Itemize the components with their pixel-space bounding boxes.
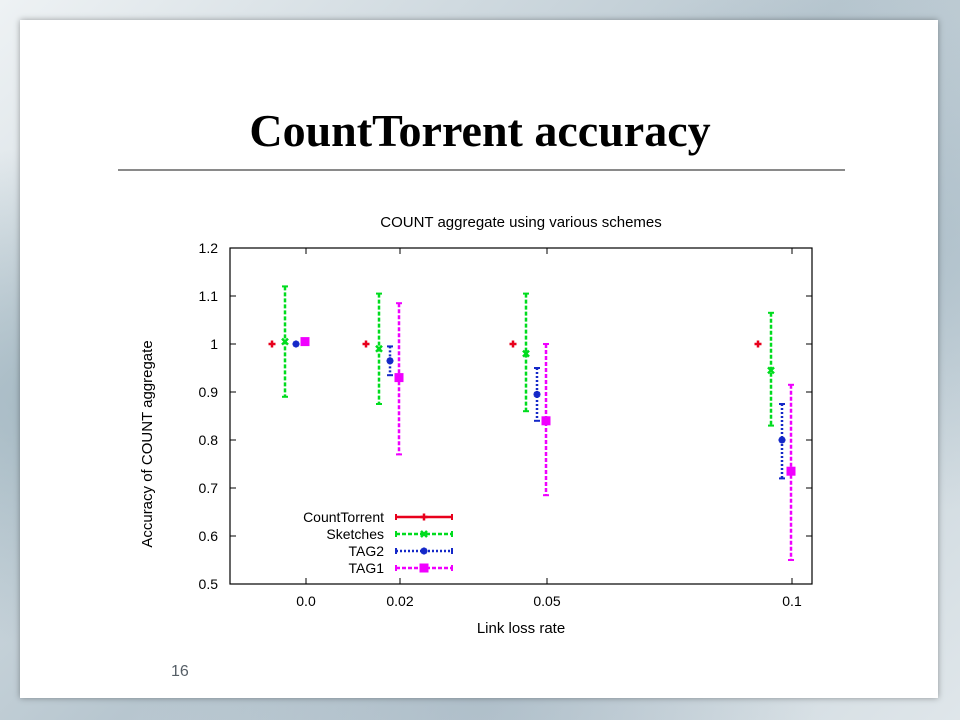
point-sketches [281,337,289,346]
point-sketches [375,344,383,353]
legend-label-counttorrent: CountTorrent [303,509,384,525]
point-tag2 [778,436,786,444]
y-tick-label: 0.5 [199,576,219,592]
chart-container: COUNT aggregate using various schemes Li… [92,208,830,640]
point-counttorrent [268,340,276,348]
plot-frame [229,247,813,585]
chart-svg: COUNT aggregate using various schemes Li… [139,214,813,637]
legend-marker-tag1 [419,563,429,573]
y-tick-label: 0.9 [199,384,219,400]
y-tick-label: 0.7 [199,480,219,496]
title-underline [118,169,845,171]
slide-title: CountTorrent accuracy [249,105,711,156]
x-axis-label: Link loss rate [477,620,565,637]
legend-label-sketches: Sketches [326,526,384,542]
point-sketches [767,366,775,375]
point-counttorrent [362,340,370,348]
legend-label-tag1: TAG1 [348,560,384,576]
point-tag1 [786,466,796,476]
point-sketches [522,349,530,358]
x-tick-label: 0.05 [533,593,560,609]
legend-marker-counttorrent [420,513,428,521]
legend-marker-sketches [420,530,428,538]
point-tag1 [541,416,551,426]
point-tag1 [394,373,404,383]
point-counttorrent [509,340,517,348]
legend-marker-tag2 [420,547,428,555]
point-tag2 [533,390,541,398]
legend-label-tag2: TAG2 [348,543,384,559]
point-tag1 [300,337,310,347]
x-tick-label: 0.02 [386,593,413,609]
y-axis-label: Accuracy of COUNT aggregate [139,340,156,547]
y-tick-label: 1.2 [199,240,219,256]
point-tag2 [386,357,394,365]
x-tick-label: 0.1 [782,593,802,609]
point-tag2 [292,340,300,348]
y-tick-label: 1 [210,336,218,352]
chart-title: COUNT aggregate using various schemes [380,214,662,231]
y-tick-label: 0.8 [199,432,219,448]
page-number: 16 [171,663,189,680]
x-tick-label: 0.0 [296,593,316,609]
y-tick-label: 0.6 [199,528,219,544]
y-tick-label: 1.1 [199,288,219,304]
point-counttorrent [754,340,762,348]
